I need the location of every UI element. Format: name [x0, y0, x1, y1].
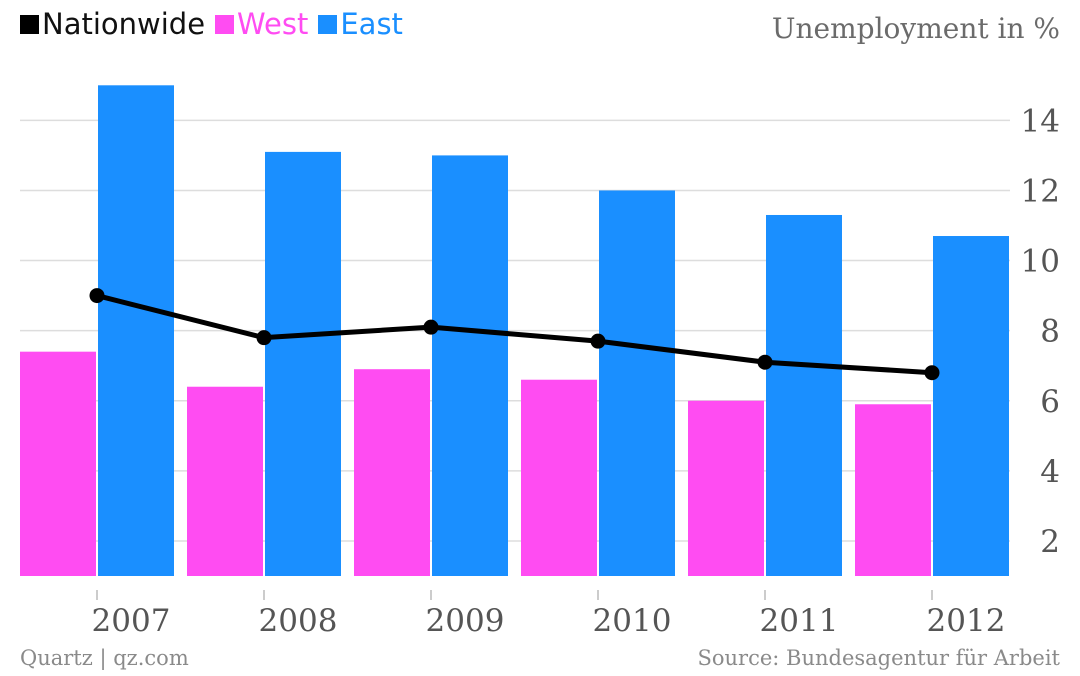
- legend-swatch-nationwide: [20, 14, 39, 34]
- y-axis-label: Unemployment in %: [771, 12, 1060, 45]
- legend-item-nationwide: Nationwide: [20, 4, 205, 44]
- legend-label-nationwide: Nationwide: [42, 7, 206, 41]
- x-tick-label: 2007: [92, 603, 171, 639]
- y-tick-label: 4: [1040, 454, 1060, 490]
- y-tick-label: 6: [1040, 384, 1060, 420]
- bar-east: [766, 214, 842, 577]
- x-tick-label: 2010: [593, 603, 672, 639]
- legend-swatch-east: [318, 14, 338, 34]
- y-tick-label: 8: [1040, 314, 1060, 350]
- bar-east: [265, 151, 341, 576]
- legend: Nationwide West East: [20, 4, 413, 44]
- legend-label-east: East: [340, 7, 403, 41]
- x-tick-label: 2008: [259, 603, 338, 639]
- y-tick-label: 12: [1021, 173, 1060, 209]
- bar-west: [20, 351, 96, 576]
- line-nationwide: [96, 293, 933, 376]
- bar-west: [354, 369, 430, 576]
- bar-east: [432, 155, 508, 576]
- x-tick-label: 2009: [426, 603, 505, 639]
- y-tick-label: 2: [1040, 524, 1060, 560]
- bar-west: [855, 404, 931, 576]
- bar-east: [98, 85, 174, 577]
- x-tick-label: 2012: [927, 603, 1006, 639]
- point-nationwide: [423, 319, 439, 335]
- point-nationwide: [89, 288, 105, 304]
- credit-text: Quartz | qz.com: [20, 646, 189, 670]
- bar-west: [688, 400, 764, 576]
- bar-west: [187, 386, 263, 576]
- legend-swatch-west: [215, 14, 235, 34]
- bar-east: [933, 236, 1009, 576]
- point-nationwide: [924, 365, 940, 381]
- point-nationwide: [256, 330, 272, 346]
- source-text: Source: Bundesagentur für Arbeit: [697, 646, 1061, 670]
- point-nationwide: [757, 354, 773, 370]
- point-nationwide: [590, 333, 606, 349]
- bar-east: [599, 190, 675, 576]
- legend-item-west: West: [215, 4, 308, 44]
- bar-west: [521, 379, 597, 576]
- legend-item-east: East: [318, 4, 403, 44]
- y-tick-label: 10: [1021, 244, 1060, 280]
- y-tick-label: 14: [1021, 103, 1060, 139]
- x-tick-label: 2011: [760, 603, 839, 639]
- legend-label-west: West: [237, 7, 309, 41]
